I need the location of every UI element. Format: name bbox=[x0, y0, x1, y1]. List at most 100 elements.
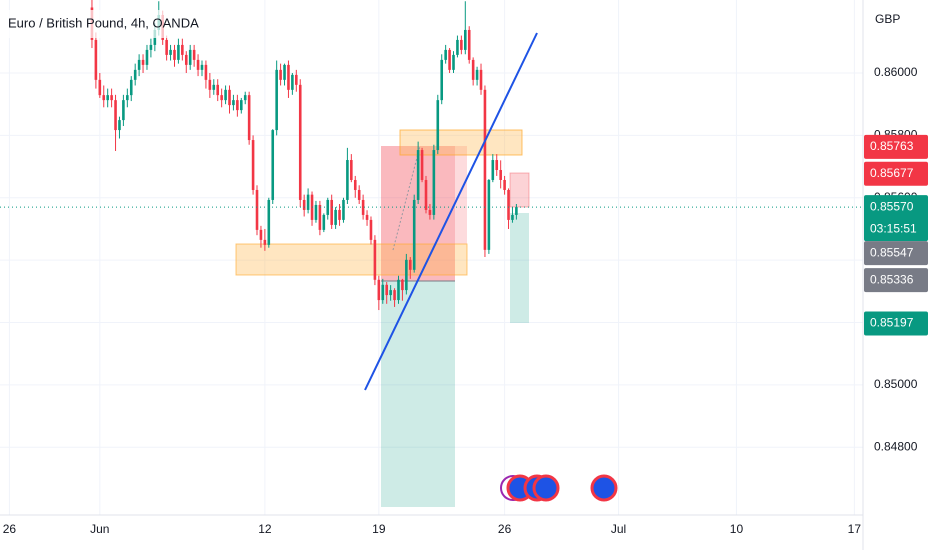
price-label-box bbox=[864, 268, 928, 293]
candle-body bbox=[196, 59, 200, 70]
candle-body bbox=[471, 59, 475, 80]
candle-body bbox=[184, 54, 188, 65]
candle-body bbox=[475, 69, 479, 80]
candle-body bbox=[436, 100, 440, 151]
candle-body bbox=[114, 100, 117, 131]
title-backdrop bbox=[0, 10, 205, 38]
candle-body bbox=[389, 290, 392, 296]
candle-body bbox=[243, 95, 247, 101]
candle-body bbox=[424, 179, 428, 210]
candle-body bbox=[381, 284, 385, 301]
y-tick-label: 0.85000 bbox=[874, 377, 918, 391]
candle-body bbox=[369, 219, 373, 240]
candle-body bbox=[204, 64, 208, 80]
candle-body bbox=[291, 74, 294, 90]
candle-body bbox=[515, 207, 518, 215]
candle-body bbox=[318, 204, 322, 230]
candle-body bbox=[499, 170, 502, 180]
candle-body bbox=[416, 150, 420, 200]
candle-body bbox=[236, 100, 239, 111]
candle-body bbox=[295, 74, 298, 85]
event-icons bbox=[500, 474, 618, 502]
candle-body bbox=[322, 214, 326, 230]
candle-body bbox=[412, 199, 416, 270]
candle-body bbox=[464, 29, 467, 50]
candle-body bbox=[118, 120, 121, 131]
price-label: 0.85763 bbox=[870, 139, 914, 153]
grid-layer bbox=[0, 0, 863, 515]
resistance-zone bbox=[399, 129, 523, 156]
candle-body bbox=[338, 209, 341, 220]
candle-body bbox=[503, 179, 506, 190]
candle-body bbox=[149, 44, 153, 50]
price-label-box bbox=[864, 161, 928, 186]
currency-label: GBP bbox=[875, 12, 900, 26]
candle-body bbox=[267, 199, 271, 245]
candle-body bbox=[279, 69, 282, 80]
candle-body bbox=[169, 49, 172, 55]
candle-body bbox=[247, 95, 251, 141]
candle-body bbox=[334, 209, 337, 225]
y-tick-label: 0.86000 bbox=[874, 65, 918, 79]
candle-body bbox=[467, 29, 471, 60]
x-tick-label: 26 bbox=[498, 522, 512, 536]
candle-body bbox=[165, 39, 168, 55]
candle-body bbox=[181, 44, 184, 55]
candle-body bbox=[208, 79, 212, 90]
candle-body bbox=[460, 39, 463, 50]
price-label: 0.85570 bbox=[870, 199, 914, 213]
trend-line bbox=[364, 32, 538, 391]
candle-body bbox=[405, 259, 408, 291]
candle-body bbox=[141, 59, 145, 65]
x-tick-label: 10 bbox=[730, 522, 744, 536]
candle-body bbox=[239, 100, 243, 111]
candle-body bbox=[365, 214, 369, 220]
candle-body bbox=[314, 204, 318, 220]
candle-body bbox=[401, 279, 404, 291]
candle-body bbox=[342, 199, 345, 220]
candle-body bbox=[110, 95, 113, 101]
candle-body bbox=[302, 199, 306, 210]
candle-body bbox=[444, 49, 447, 60]
x-tick-label: 12 bbox=[258, 522, 272, 536]
candle-body bbox=[432, 150, 436, 215]
candle-body bbox=[255, 189, 259, 230]
candle-body bbox=[408, 259, 412, 270]
candle-body bbox=[330, 199, 333, 225]
candle-body bbox=[420, 150, 424, 180]
candle-body bbox=[511, 214, 514, 220]
candle-body bbox=[177, 44, 180, 60]
candle-body bbox=[102, 95, 106, 101]
candle-body bbox=[456, 39, 459, 55]
axes: 0.848000.850000.852000.854000.856000.858… bbox=[3, 65, 928, 536]
candle-body bbox=[350, 160, 353, 180]
candle-body bbox=[440, 59, 444, 101]
price-label-box bbox=[864, 195, 928, 242]
candle-body bbox=[212, 84, 216, 90]
candle-body bbox=[122, 100, 125, 121]
candle-body bbox=[361, 199, 365, 215]
candle-body bbox=[271, 130, 275, 200]
candle-body bbox=[452, 54, 455, 70]
path-line bbox=[392, 145, 421, 251]
candle-body bbox=[306, 194, 310, 210]
candles bbox=[0, 0, 863, 311]
price-label: 0.85336 bbox=[870, 272, 914, 286]
candle-body bbox=[298, 84, 302, 200]
candle-body bbox=[397, 279, 400, 301]
candle-body bbox=[232, 100, 235, 106]
x-tick-label: 26 bbox=[3, 522, 17, 536]
candle-body bbox=[259, 229, 263, 240]
candle-body bbox=[133, 69, 137, 80]
candle-body bbox=[483, 89, 487, 250]
candle-body bbox=[126, 95, 129, 101]
candle-body bbox=[137, 59, 141, 70]
candle-body bbox=[173, 49, 176, 60]
candle-body bbox=[228, 89, 231, 106]
candle-body bbox=[487, 179, 491, 250]
candle-body bbox=[129, 79, 133, 96]
candle-body bbox=[326, 199, 330, 215]
candle-body bbox=[393, 290, 396, 301]
candle-body bbox=[353, 179, 357, 190]
